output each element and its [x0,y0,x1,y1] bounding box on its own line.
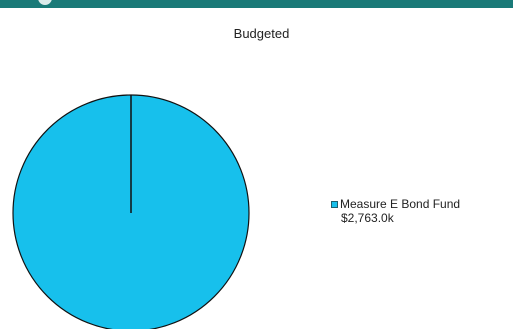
legend-label: Measure E Bond Fund [340,197,461,211]
legend-entry: Measure E Bond Fund [331,197,460,211]
legend-value: $2,763.0k [341,211,394,225]
chart-title: Budgeted [233,26,290,41]
header-banner [0,0,513,8]
legend-swatch [331,200,338,208]
logo-icon [38,0,52,5]
legend: Measure E Bond Fund $2,763.0k [331,197,460,225]
